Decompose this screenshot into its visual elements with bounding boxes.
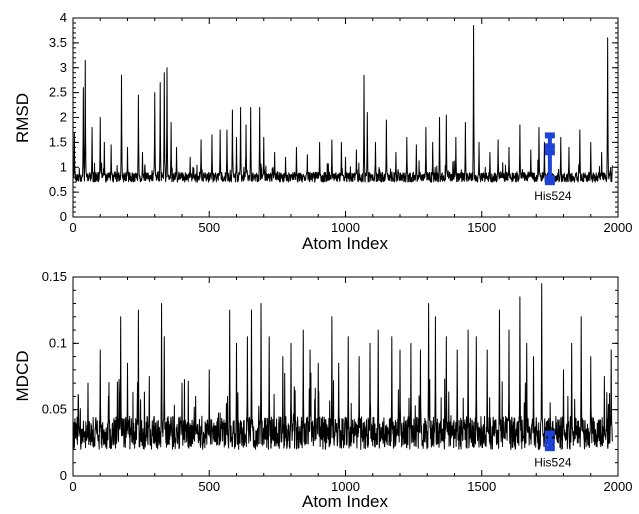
x-tick-label: 2000 <box>604 220 633 235</box>
y-tick-label: 0.05 <box>42 402 67 417</box>
highlight-marker <box>544 175 555 182</box>
x-tick-label: 1000 <box>331 479 360 494</box>
x-tick-label: 0 <box>69 220 76 235</box>
x-tick-label: 1500 <box>467 479 496 494</box>
tick-labels: 0 500 1000 1500 2000 0 0.5 1 1.5 2 2.5 3 3.5 4 <box>49 10 633 235</box>
y-tick-label: 0.5 <box>49 184 67 199</box>
highlight-marker <box>544 149 555 156</box>
rmsd-chart-panel: His524 0 500 1000 1500 2000 0 0.5 1 1.5 2 2.5 3 3.5 4… <box>13 10 632 253</box>
y-tick-label: 0 <box>60 209 67 224</box>
y-axis-title: MDCD <box>13 351 32 402</box>
y-tick-label: 2 <box>60 110 67 125</box>
series-line <box>72 24 613 183</box>
x-tick-label: 2000 <box>604 479 633 494</box>
highlight-marker <box>544 438 555 445</box>
y-tick-label: 4 <box>60 10 67 25</box>
highlight-marker <box>544 179 555 186</box>
highlight-marker <box>544 132 555 139</box>
highlight-group: His524 <box>534 132 572 203</box>
data-series <box>72 283 613 450</box>
y-tick-label: 3.5 <box>49 35 67 50</box>
y-tick-label: 0 <box>60 468 67 483</box>
y-tick-label: 1 <box>60 159 67 174</box>
series-line <box>72 283 613 450</box>
data-series <box>72 24 613 183</box>
tick-labels: 0 500 1000 1500 2000 0 0.05 0.1 0.15 <box>42 269 633 494</box>
x-tick-label: 1500 <box>467 220 496 235</box>
y-tick-label: 0.1 <box>49 335 67 350</box>
y-axis-title: RMSD <box>13 93 32 143</box>
highlight-group: His524 <box>534 430 572 469</box>
x-axis-title: Atom Index <box>302 234 388 253</box>
x-axis-title: Atom Index <box>302 492 388 511</box>
y-tick-label: 3 <box>60 60 67 75</box>
x-tick-label: 500 <box>198 479 220 494</box>
highlight-marker <box>544 445 555 452</box>
plot-area-frame <box>72 276 619 477</box>
x-tick-label: 500 <box>198 220 220 235</box>
highlight-marker <box>544 430 555 437</box>
axis-ticks <box>72 276 619 477</box>
highlight-label: His524 <box>534 189 572 203</box>
y-tick-label: 0.15 <box>42 269 67 284</box>
axis-ticks <box>72 17 619 218</box>
mdcd-chart-panel: His524 0 500 1000 1500 2000 0 0.05 0.1 0.15 Atom… <box>13 269 632 511</box>
x-tick-label: 1000 <box>331 220 360 235</box>
highlight-label: His524 <box>534 455 572 469</box>
y-tick-label: 1.5 <box>49 134 67 149</box>
highlight-marker <box>544 143 555 150</box>
x-tick-label: 0 <box>69 479 76 494</box>
y-tick-label: 2.5 <box>49 85 67 100</box>
